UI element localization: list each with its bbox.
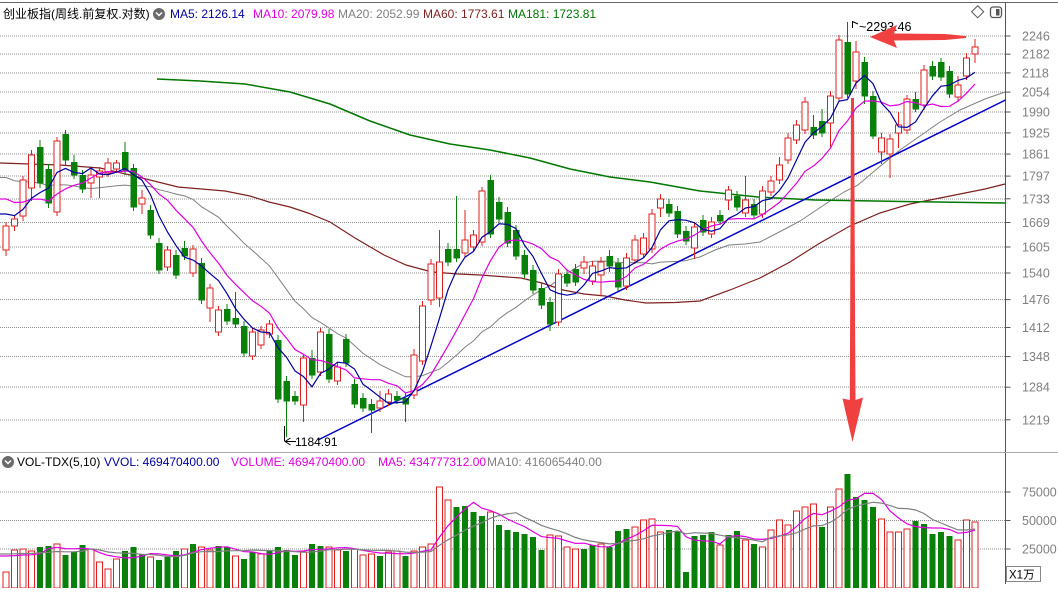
svg-text:MA60: 1773.61: MA60: 1773.61 (423, 7, 505, 21)
svg-text:1669: 1669 (1022, 216, 1050, 230)
svg-text:MA20: 2052.99: MA20: 2052.99 (338, 7, 420, 21)
svg-text:VOL-TDX(5,10): VOL-TDX(5,10) (17, 455, 100, 469)
svg-text:2182: 2182 (1022, 48, 1050, 62)
svg-text:50000: 50000 (1022, 514, 1057, 528)
svg-text:1412: 1412 (1022, 321, 1050, 335)
svg-text:25000: 25000 (1022, 543, 1057, 557)
svg-text:1733: 1733 (1022, 192, 1050, 206)
svg-text:1990: 1990 (1022, 106, 1050, 120)
svg-text:1540: 1540 (1022, 267, 1050, 281)
svg-text:1219: 1219 (1022, 413, 1050, 427)
svg-text:MA10: 416065440.00: MA10: 416065440.00 (487, 455, 602, 469)
svg-text:2246: 2246 (1022, 30, 1050, 44)
svg-text:2054: 2054 (1022, 86, 1050, 100)
svg-text:MA10: 2079.98: MA10: 2079.98 (253, 7, 335, 21)
svg-text:2118: 2118 (1022, 66, 1049, 80)
svg-text:1605: 1605 (1022, 241, 1050, 255)
svg-text:1925: 1925 (1022, 126, 1050, 140)
svg-text:MA5: 2126.14: MA5: 2126.14 (170, 7, 245, 21)
svg-text:1284: 1284 (1022, 381, 1050, 395)
svg-text:创业板指(周线.前复权.对数): 创业板指(周线.前复权.对数) (3, 6, 150, 21)
svg-text:MA181: 1723.81: MA181: 1723.81 (508, 7, 596, 21)
svg-text:1476: 1476 (1022, 293, 1050, 307)
svg-text:VVOL: 469470400.00: VVOL: 469470400.00 (104, 455, 220, 469)
svg-text:1184.91: 1184.91 (295, 435, 338, 449)
svg-text:~2293.46: ~2293.46 (859, 20, 912, 34)
svg-text:1348: 1348 (1022, 350, 1050, 364)
svg-text:1861: 1861 (1022, 148, 1050, 162)
svg-text:VOLUME: 469470400.00: VOLUME: 469470400.00 (231, 455, 365, 469)
svg-text:X1万: X1万 (1009, 570, 1035, 582)
svg-text:1797: 1797 (1022, 170, 1050, 184)
svg-text:75000: 75000 (1022, 486, 1057, 500)
svg-text:MA5: 434777312.00: MA5: 434777312.00 (378, 455, 486, 469)
